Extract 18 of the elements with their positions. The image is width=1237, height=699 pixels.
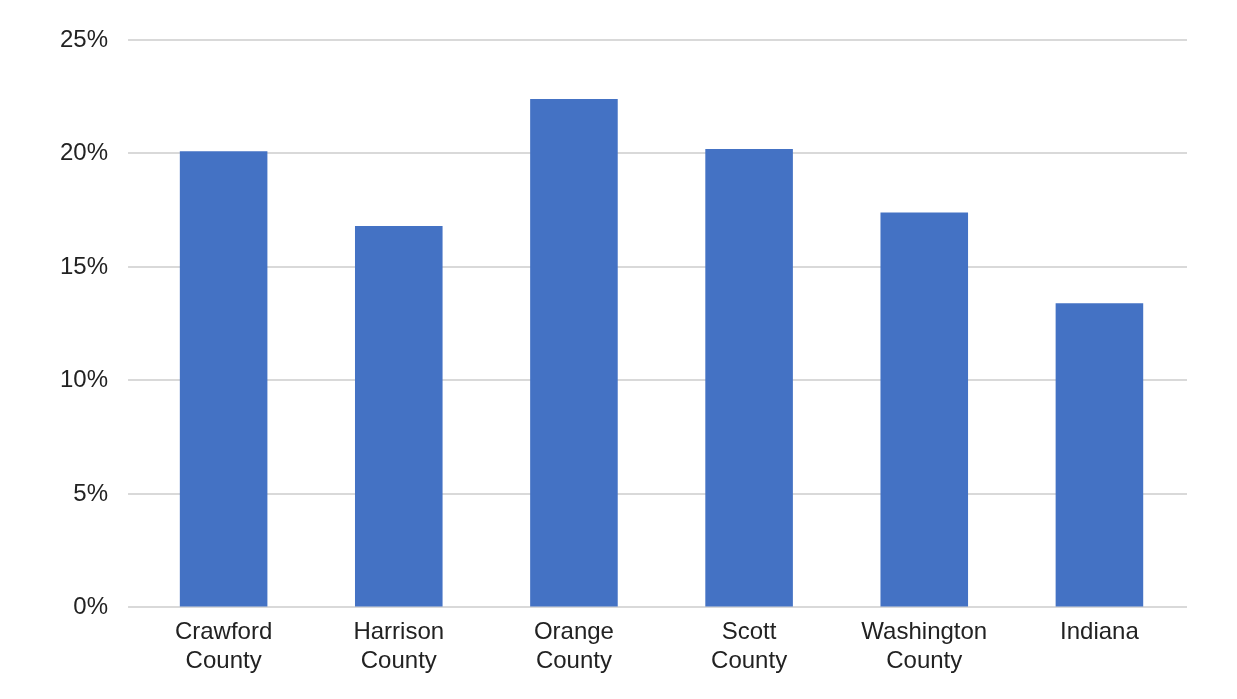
y-tick-label: 0% bbox=[73, 592, 109, 620]
y-tick-label: 5% bbox=[73, 478, 109, 506]
y-tick-label: 15% bbox=[59, 251, 109, 279]
bar bbox=[179, 151, 268, 607]
x-tick-label: Crawford County bbox=[174, 617, 273, 674]
x-tick-label: Orange County bbox=[533, 617, 614, 674]
bar bbox=[880, 212, 969, 607]
y-tick-label: 10% bbox=[59, 365, 109, 393]
y-tick-label: 20% bbox=[59, 138, 109, 166]
bar bbox=[354, 226, 443, 607]
x-tick-label: Scott County bbox=[711, 617, 788, 674]
bar bbox=[1055, 303, 1144, 607]
x-tick-label: Indiana bbox=[1060, 617, 1140, 645]
x-tick-label: Harrison County bbox=[353, 617, 445, 674]
bar bbox=[530, 99, 618, 607]
bar bbox=[705, 148, 793, 607]
x-tick-label: Washington County bbox=[861, 617, 988, 674]
y-tick-label: 25% bbox=[59, 24, 109, 52]
